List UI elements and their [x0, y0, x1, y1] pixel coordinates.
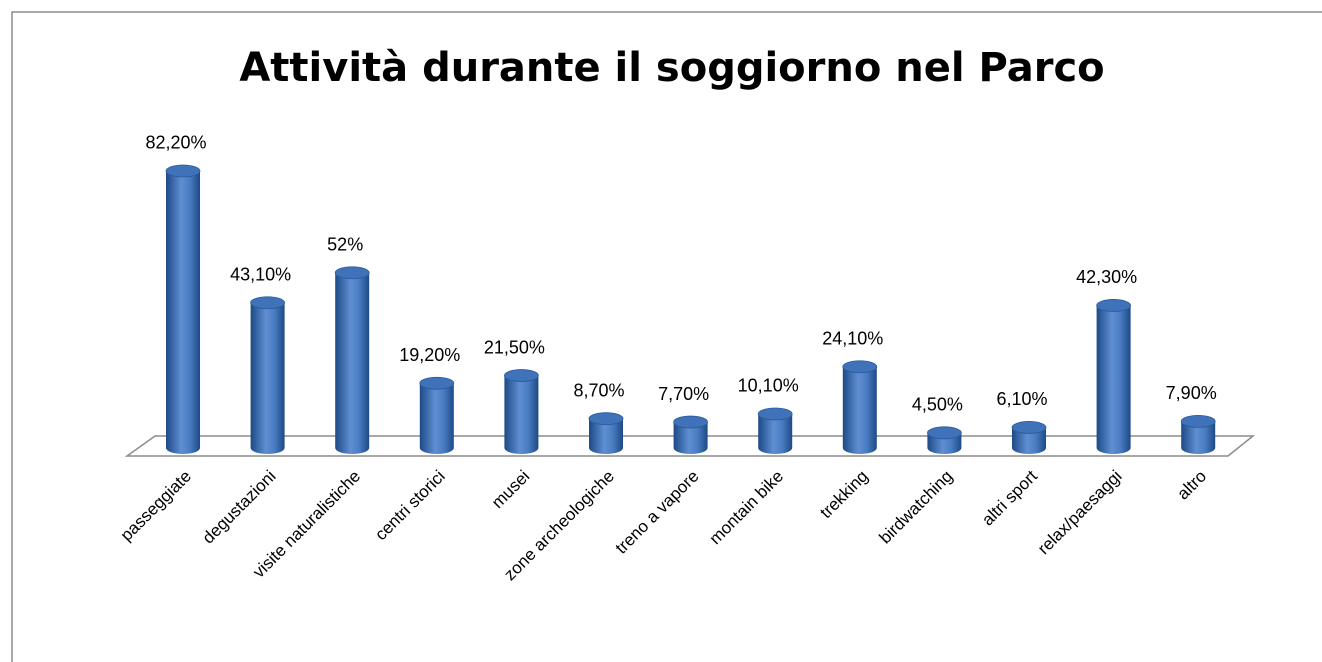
value-label: 7,70% — [658, 384, 709, 404]
bar-body — [842, 366, 877, 455]
bar-top — [588, 412, 624, 426]
bar-body — [419, 383, 454, 455]
bar — [927, 426, 962, 455]
bar — [250, 296, 286, 455]
bar — [165, 164, 201, 454]
bar-top — [757, 407, 793, 421]
bar — [757, 407, 793, 455]
bar — [334, 266, 370, 455]
bar — [1011, 421, 1047, 454]
bar-body — [758, 413, 793, 455]
value-label: 6,10% — [996, 389, 1047, 409]
bar — [504, 369, 539, 455]
bar-body — [1012, 427, 1046, 454]
bar-top — [419, 376, 455, 390]
value-label: 21,50% — [484, 337, 545, 357]
value-label: 19,20% — [399, 345, 460, 365]
bar-top — [504, 369, 539, 382]
bar-top — [927, 426, 962, 440]
chart-title: Attività durante il soggiorno nel Parco — [239, 45, 1104, 91]
value-label: 7,90% — [1166, 383, 1217, 403]
bar-top — [1011, 421, 1047, 434]
bar — [588, 412, 624, 454]
bar-body — [1181, 421, 1216, 455]
bar — [842, 360, 878, 455]
bar-top — [1180, 414, 1216, 428]
bar-top — [165, 164, 201, 178]
value-label: 43,10% — [230, 265, 291, 285]
bar-body — [1096, 305, 1131, 455]
value-label: 8,70% — [573, 380, 624, 400]
value-label: 82,20% — [145, 133, 206, 153]
bar-body — [166, 170, 200, 454]
value-label: 10,10% — [738, 376, 799, 396]
value-label: 42,30% — [1076, 267, 1137, 287]
bar — [1180, 414, 1216, 455]
bar-top — [334, 266, 370, 280]
bar-body — [589, 418, 623, 454]
bar-body — [250, 302, 285, 455]
bar-top — [250, 296, 286, 310]
bar-top — [673, 415, 708, 429]
value-label: 4,50% — [912, 395, 963, 415]
bar-top — [1096, 299, 1131, 312]
bar — [673, 415, 708, 455]
bar-top — [842, 360, 878, 374]
value-label: 52% — [327, 235, 363, 255]
bar — [1096, 299, 1131, 455]
bar — [419, 376, 455, 455]
bar-body — [673, 422, 708, 455]
bar-body — [335, 272, 370, 455]
bar-body — [504, 375, 539, 455]
value-label: 24,10% — [822, 329, 883, 349]
